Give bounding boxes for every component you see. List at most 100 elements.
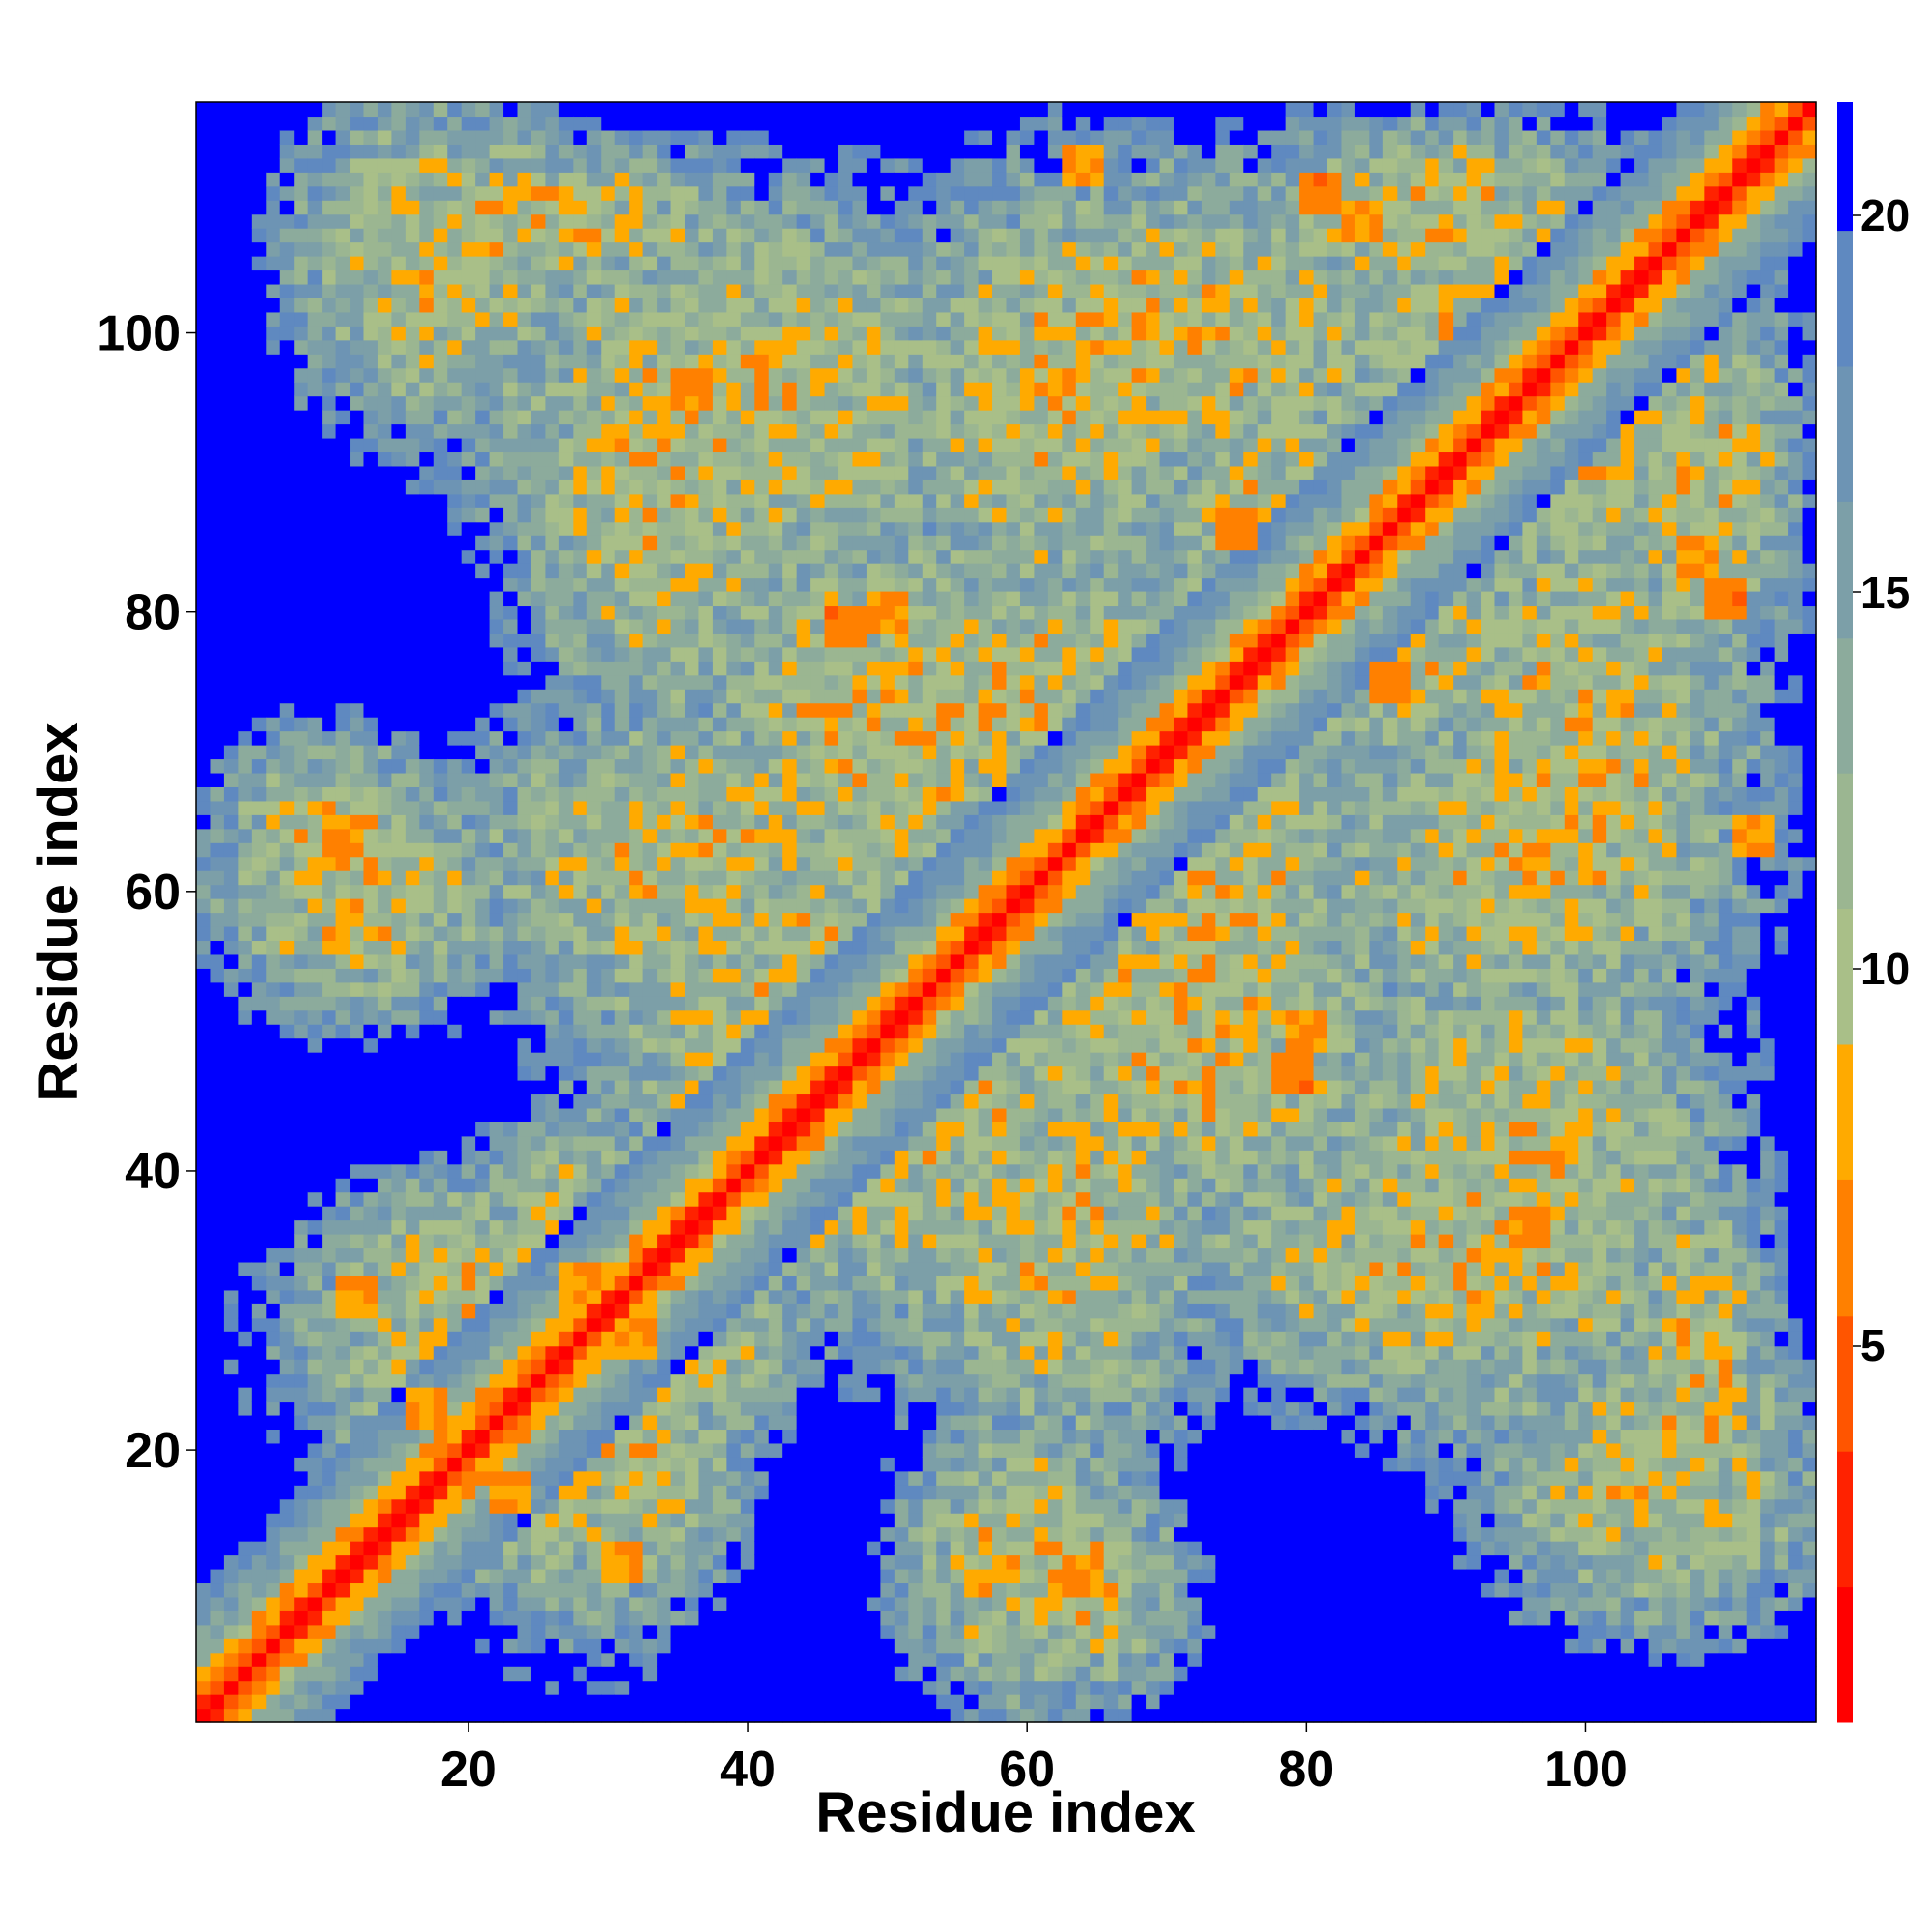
heatmap-cell: [629, 116, 644, 131]
heatmap-cell: [573, 311, 588, 327]
heatmap-cell: [684, 1178, 700, 1193]
heatmap-cell: [768, 256, 783, 271]
heatmap-cell: [629, 283, 644, 298]
heatmap-cell: [279, 1596, 295, 1611]
heatmap-cell: [447, 1065, 463, 1081]
heatmap-cell: [391, 563, 407, 579]
heatmap-cell: [251, 898, 267, 914]
heatmap-cell: [210, 521, 225, 536]
heatmap-cell: [670, 1206, 686, 1221]
heatmap-cell: [684, 228, 700, 243]
heatmap-cell: [629, 326, 644, 341]
heatmap-cell: [530, 1191, 547, 1207]
heatmap-cell: [307, 786, 323, 802]
heatmap-cell: [657, 1568, 672, 1584]
heatmap-cell: [266, 1498, 281, 1514]
heatmap-cell: [238, 870, 253, 886]
heatmap-cell: [629, 828, 644, 843]
heatmap-cell: [503, 1275, 519, 1291]
heatmap-cell: [251, 102, 267, 118]
heatmap-cell: [573, 1414, 588, 1431]
heatmap-cell: [726, 1303, 742, 1319]
heatmap-cell: [335, 1052, 351, 1067]
heatmap-cell: [475, 884, 491, 899]
heatmap-cell: [279, 1638, 295, 1654]
heatmap-cell: [601, 1191, 616, 1207]
heatmap-cell: [322, 1401, 337, 1416]
heatmap-cell: [670, 925, 686, 942]
heatmap-cell: [294, 451, 309, 467]
heatmap-cell: [684, 410, 700, 425]
heatmap-cell: [322, 116, 337, 131]
heatmap-cell: [754, 1708, 770, 1723]
heatmap-cell: [279, 1206, 295, 1221]
heatmap-cell: [419, 577, 435, 592]
heatmap-cell: [461, 493, 476, 508]
heatmap-cell: [238, 1234, 253, 1249]
heatmap-cell: [489, 717, 504, 732]
heatmap-cell: [363, 563, 379, 579]
heatmap-cell: [489, 1122, 504, 1137]
heatmap-cell: [363, 423, 379, 439]
heatmap-cell: [377, 1485, 392, 1500]
heatmap-cell: [657, 772, 672, 787]
heatmap-cell: [447, 870, 463, 886]
heatmap-cell: [377, 563, 392, 579]
heatmap-cell: [223, 618, 239, 634]
heatmap-cell: [461, 283, 476, 298]
heatmap-cell: [350, 689, 365, 704]
heatmap-cell: [223, 717, 239, 732]
heatmap-cell: [489, 270, 504, 285]
heatmap-cell: [503, 1498, 519, 1514]
heatmap-cell: [740, 842, 755, 858]
heatmap-cell: [363, 646, 379, 662]
heatmap-cell: [740, 1317, 755, 1332]
heatmap-cell: [350, 745, 365, 760]
heatmap-cell: [447, 1708, 463, 1723]
heatmap-cell: [657, 1526, 672, 1542]
heatmap-cell: [698, 326, 714, 341]
heatmap-cell: [698, 1094, 714, 1109]
heatmap-cell: [461, 661, 476, 676]
heatmap-cell: [210, 1178, 225, 1193]
heatmap-cell: [684, 1485, 700, 1500]
heatmap-cell: [642, 102, 658, 118]
heatmap-cell: [657, 311, 672, 327]
heatmap-cell: [573, 1596, 588, 1611]
heatmap-cell: [363, 1219, 379, 1235]
heatmap-cell: [614, 200, 630, 215]
heatmap-cell: [238, 395, 253, 411]
heatmap-cell: [586, 717, 602, 732]
heatmap-cell: [475, 1317, 491, 1332]
heatmap-cell: [629, 1582, 644, 1598]
heatmap-cell: [614, 1694, 630, 1710]
heatmap-cell: [377, 689, 392, 704]
heatmap-cell: [670, 633, 686, 648]
heatmap-cell: [726, 1150, 742, 1165]
heatmap-cell: [530, 828, 547, 843]
heatmap-cell: [726, 102, 742, 118]
heatmap-cell: [768, 129, 783, 145]
heatmap-cell: [740, 1234, 755, 1249]
heatmap-cell: [782, 745, 798, 760]
heatmap-cell: [573, 1275, 588, 1291]
heatmap-cell: [266, 1079, 281, 1095]
heatmap-cell: [657, 270, 672, 285]
heatmap-cell: [433, 1638, 448, 1654]
heatmap-cell: [684, 1359, 700, 1375]
heatmap-cell: [266, 1414, 281, 1431]
heatmap-cell: [573, 633, 588, 648]
heatmap-cell: [489, 940, 504, 955]
heatmap-cell: [363, 1694, 379, 1710]
heatmap-cell: [629, 367, 644, 383]
heatmap-cell: [740, 1219, 755, 1235]
heatmap-cell: [573, 549, 588, 564]
heatmap-cell: [573, 507, 588, 523]
heatmap-cell: [642, 1652, 658, 1667]
heatmap-cell: [629, 1178, 644, 1193]
heatmap-cell: [251, 1554, 267, 1570]
heatmap-cell: [657, 521, 672, 536]
heatmap-cell: [405, 116, 420, 131]
heatmap-cell: [475, 1009, 491, 1025]
heatmap-cell: [768, 1303, 783, 1319]
